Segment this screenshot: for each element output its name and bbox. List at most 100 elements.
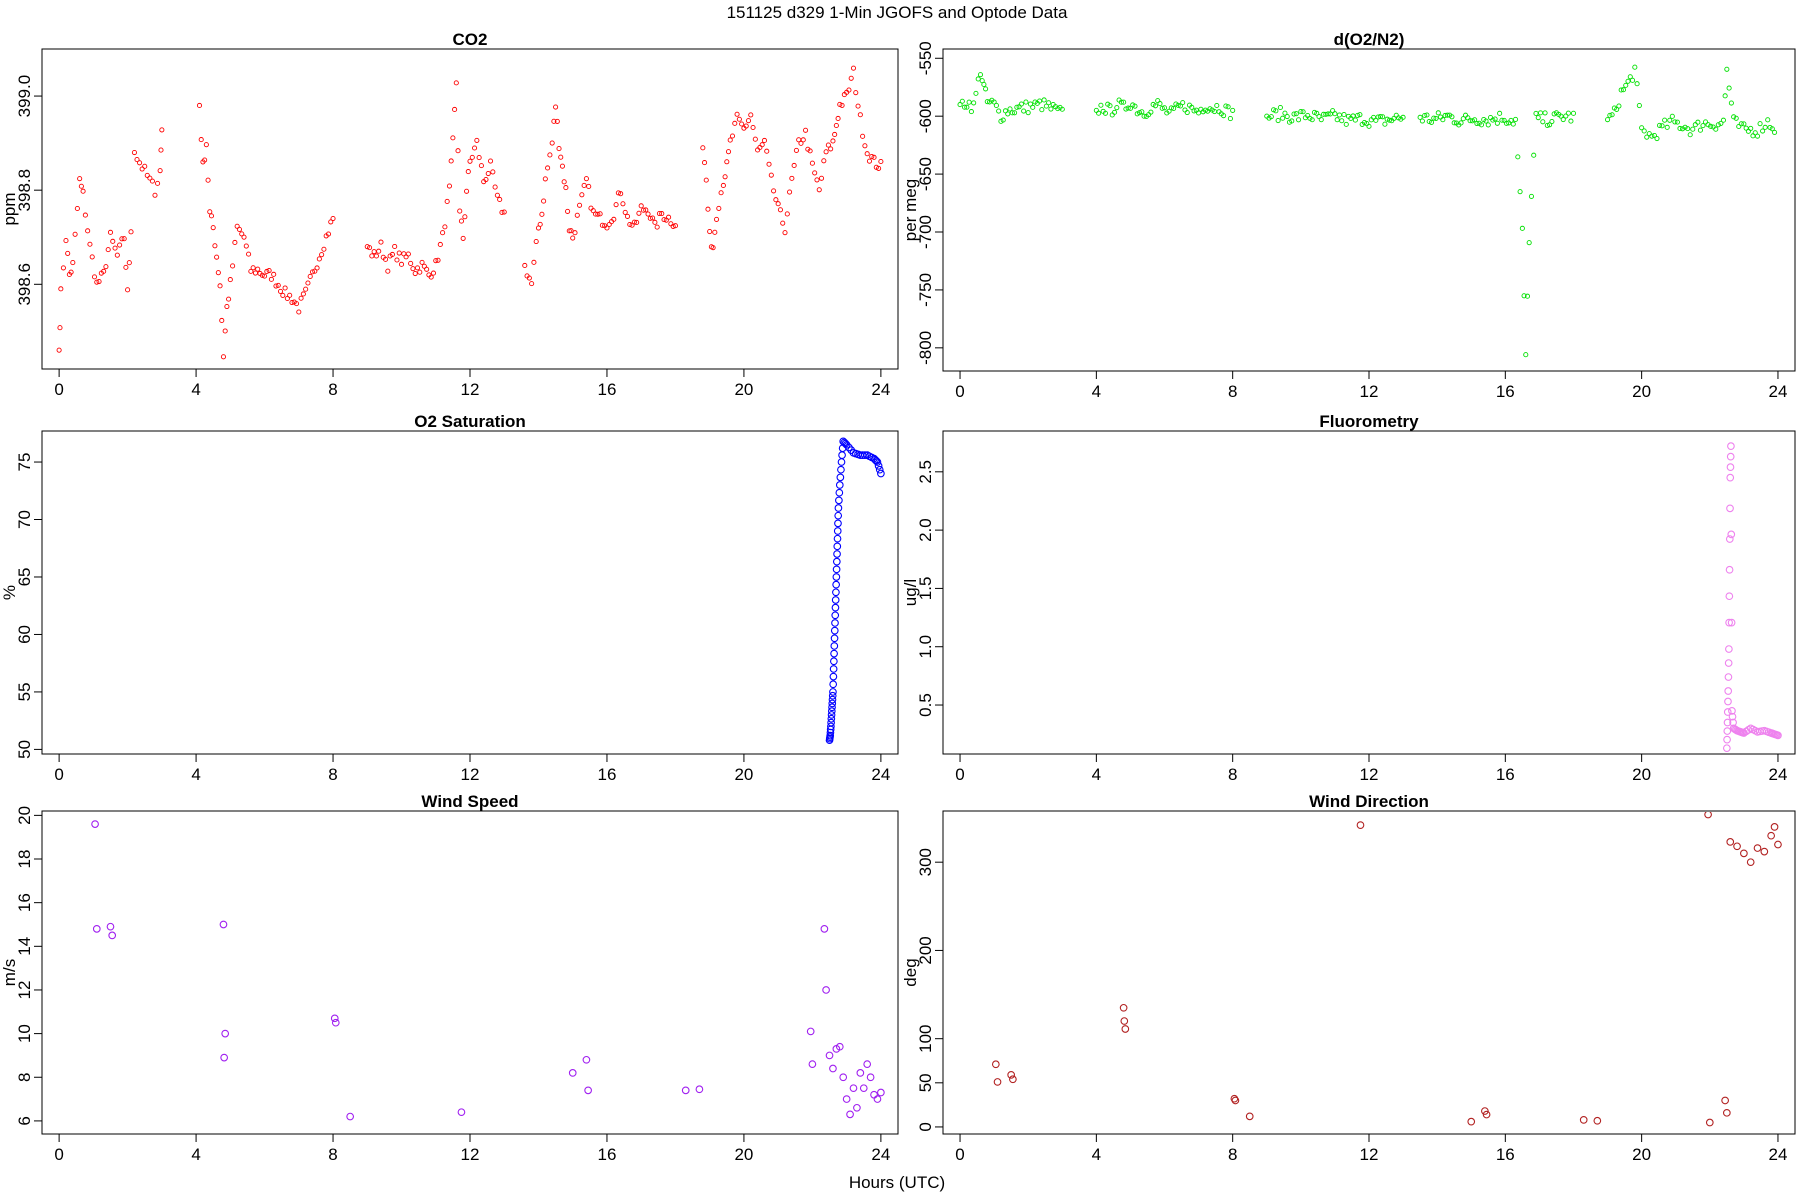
wdir-points [991,812,1782,1127]
co2-data-point [303,286,309,292]
do2n2-data-point [1373,117,1379,123]
co2-data-point [220,354,227,360]
co2-data-point [485,170,491,177]
co2-data-point [232,239,238,246]
fluoro-x-tick-label: 20 [1632,765,1651,784]
co2-data-point [768,172,774,178]
co2-data-point [586,183,592,190]
wspd-data-point [822,986,830,994]
fluoro-data-point [1723,727,1732,735]
do2n2-data-point [1037,98,1043,104]
do2n2-data-point [1503,120,1510,126]
fluoro-data-point [1725,618,1733,627]
co2-data-point [701,160,708,166]
do2n2-data-point [1449,114,1455,120]
co2-data-point [219,317,225,324]
co2-data-point [828,146,834,152]
co2-data-point [264,268,270,275]
co2-data-point [125,287,131,293]
do2n2-data-point [1161,105,1168,111]
do2n2-data-point [1679,126,1686,132]
do2n2-data-point [966,99,972,105]
co2-data-point [158,147,164,153]
co2-data-point [531,259,537,265]
do2n2-data-point [1341,112,1347,118]
co2-data-point [700,145,706,151]
co2-data-point [476,155,482,161]
co2-data-point [703,177,709,183]
co2-data-point [855,103,861,109]
do2n2-data-point [973,90,979,96]
o2sat-x-tick-label: 8 [328,765,337,784]
wspd-data-point [330,1014,339,1023]
co2-data-point [622,209,628,215]
wspd-data-point [877,1088,885,1097]
co2-data-point [563,185,569,191]
o2sat-data-point [872,457,881,465]
o2sat-data-point [835,488,844,497]
do2n2-data-point [1289,118,1295,124]
do2n2-data-point [1519,225,1525,231]
wdir-data-point [1770,823,1779,831]
co2-data-point [392,243,398,250]
co2-data-point [732,120,738,126]
do2n2-data-point [1132,103,1138,109]
co2-data-point [373,253,379,259]
co2-data-point [277,288,284,294]
wspd-data-point [863,1060,872,1069]
do2n2-data-point [1023,99,1029,105]
do2n2-data-point [1738,121,1744,127]
co2-data-point [542,176,548,182]
wspd-data-point [219,920,228,929]
co2-data-point [467,158,473,164]
do2n2-data-point [1098,102,1104,108]
o2sat-data-point [829,688,837,696]
do2n2-data-point [1177,103,1183,109]
co2-data-point [159,127,165,133]
co2-data-point [137,160,143,166]
wdir-x-tick-label: 8 [1228,1145,1237,1164]
co2-data-point [139,166,145,172]
wspd-data-point [870,1090,878,1099]
do2n2-data-point [1136,110,1143,116]
do2n2-data-point [1168,105,1174,111]
wspd-data-point [221,1029,230,1038]
co2-data-point [713,216,720,222]
co2-data-point [94,279,100,285]
co2-data-point [624,213,631,219]
wdir-x-tick-label: 24 [1768,1145,1787,1164]
co2-data-point [661,217,667,223]
co2-data-point [710,245,716,251]
do2n2-data-point [1722,93,1728,99]
do2n2-data-point [1148,109,1154,115]
do2n2-data-point [1724,66,1730,72]
o2sat-data-point [832,565,841,574]
co2-data-point [147,175,153,181]
do2n2-data-point [1332,111,1338,117]
co2-data-point [78,183,84,189]
do2n2-data-point [1540,119,1546,125]
o2sat-x-tick-label: 0 [54,765,63,784]
do2n2-data-point [1630,77,1636,83]
co2-data-point [864,151,870,157]
o2sat-data-point [829,680,838,689]
do2n2-data-point [1542,110,1548,116]
do2n2-data-point [1697,127,1703,133]
wspd-x-tick-label: 24 [871,1145,890,1164]
do2n2-data-point [1646,131,1652,137]
o2sat-data-point [834,504,843,512]
do2n2-data-point [971,100,977,106]
wspd-y-tick-label: 12 [15,980,34,999]
co2-data-point [718,190,724,196]
do2n2-data-point [1537,110,1544,116]
do2n2-data-point [1659,123,1665,129]
o2sat-data-point [827,722,835,731]
do2n2-data-point [1609,112,1615,118]
wspd-x-tick-label: 0 [54,1145,63,1164]
do2n2-data-point [1012,110,1018,116]
do2n2-x-tick-label: 4 [1092,382,1101,401]
co2-data-point [259,272,265,278]
o2sat-data-point [875,465,884,474]
wdir-data-point [1760,847,1769,856]
wspd-y-tick-label: 18 [15,850,34,869]
